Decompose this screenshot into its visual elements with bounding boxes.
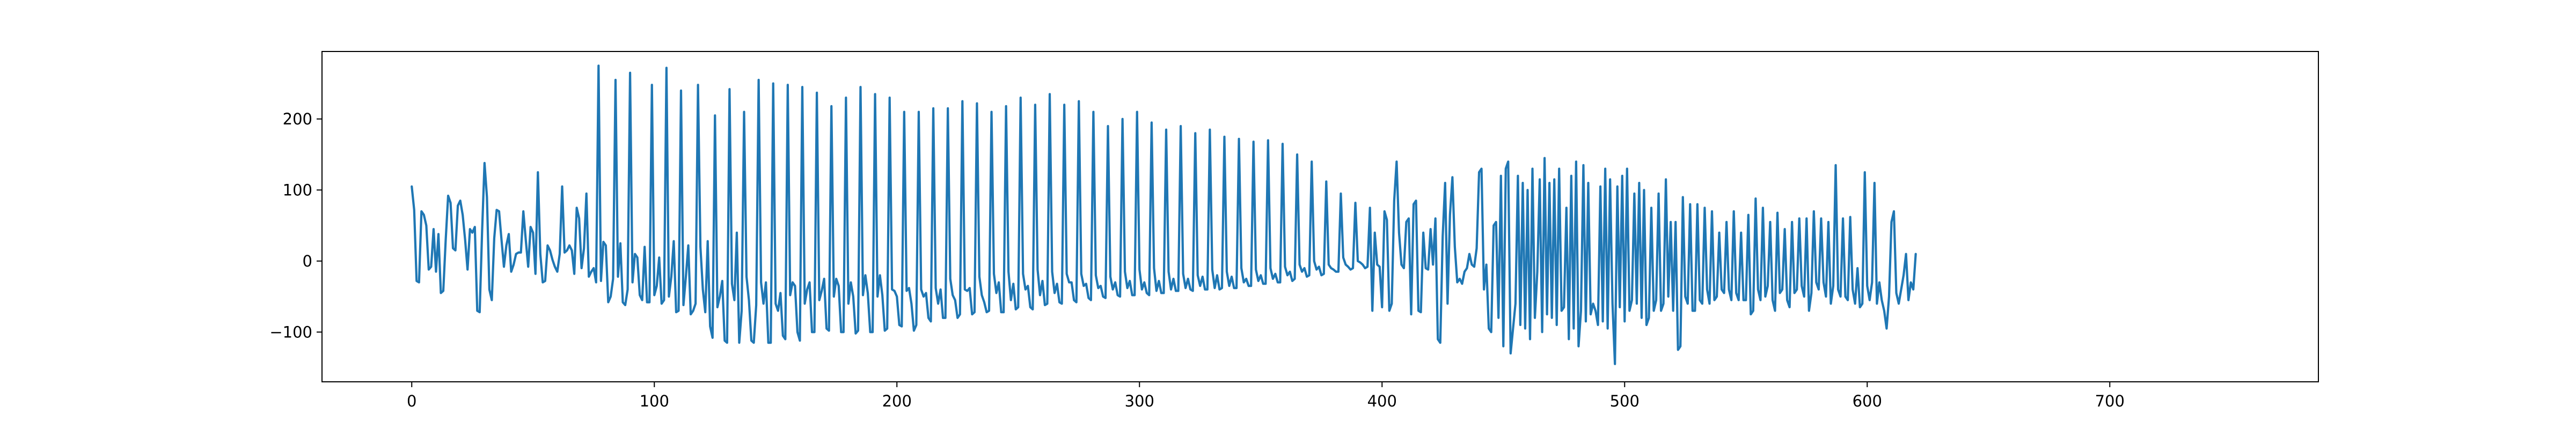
- y-tick-label: 0: [303, 252, 312, 270]
- x-tick-label: 300: [1125, 392, 1154, 410]
- x-tick-label: 400: [1367, 392, 1397, 410]
- x-tick-label: 200: [882, 392, 912, 410]
- axes-frame: [321, 51, 2319, 382]
- y-axis: −100 0 100 200: [269, 110, 322, 341]
- x-tick-label: 100: [640, 392, 669, 410]
- x-tick-label: 0: [407, 392, 416, 410]
- y-tick-label: 100: [283, 181, 312, 199]
- series-line: [411, 64, 1917, 365]
- x-axis: 0 100 200 300 400 500 600 700: [407, 382, 2125, 410]
- y-tick-label: −100: [269, 323, 312, 341]
- x-tick-label: 600: [1853, 392, 1882, 410]
- plot-area: [411, 64, 1917, 365]
- y-tick-label: 200: [283, 110, 312, 128]
- x-tick-label: 700: [2095, 392, 2125, 410]
- x-tick-label: 500: [1610, 392, 1640, 410]
